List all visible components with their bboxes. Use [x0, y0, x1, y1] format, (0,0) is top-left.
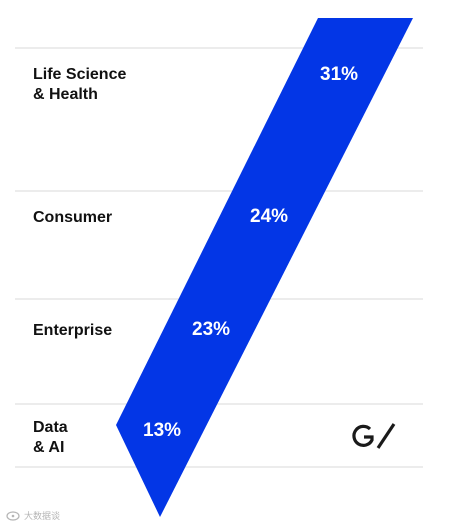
category-label-data-ai: Data & AI [33, 419, 72, 456]
category-label-consumer: Consumer [33, 209, 112, 226]
value-label-enterprise: 23% [192, 319, 230, 340]
gv-logo-icon [352, 423, 396, 449]
category-label-enterprise: Enterprise [33, 322, 112, 339]
value-label-data-ai: 13% [143, 420, 181, 441]
category-label-line: Consumer [33, 209, 112, 226]
value-label-life-science: 31% [320, 64, 358, 85]
distribution-band [116, 18, 413, 517]
category-label-line: Life Science [33, 66, 126, 83]
weibo-icon [6, 511, 20, 521]
category-label-line: & AI [33, 439, 64, 456]
category-label-line: & Health [33, 86, 98, 103]
category-label-life-science: Life Science & Health [33, 66, 131, 103]
category-label-line: Enterprise [33, 322, 112, 339]
watermark-text: 大数据谈 [24, 510, 60, 522]
value-label-consumer: 24% [250, 206, 288, 227]
category-label-line: Data [33, 419, 68, 436]
